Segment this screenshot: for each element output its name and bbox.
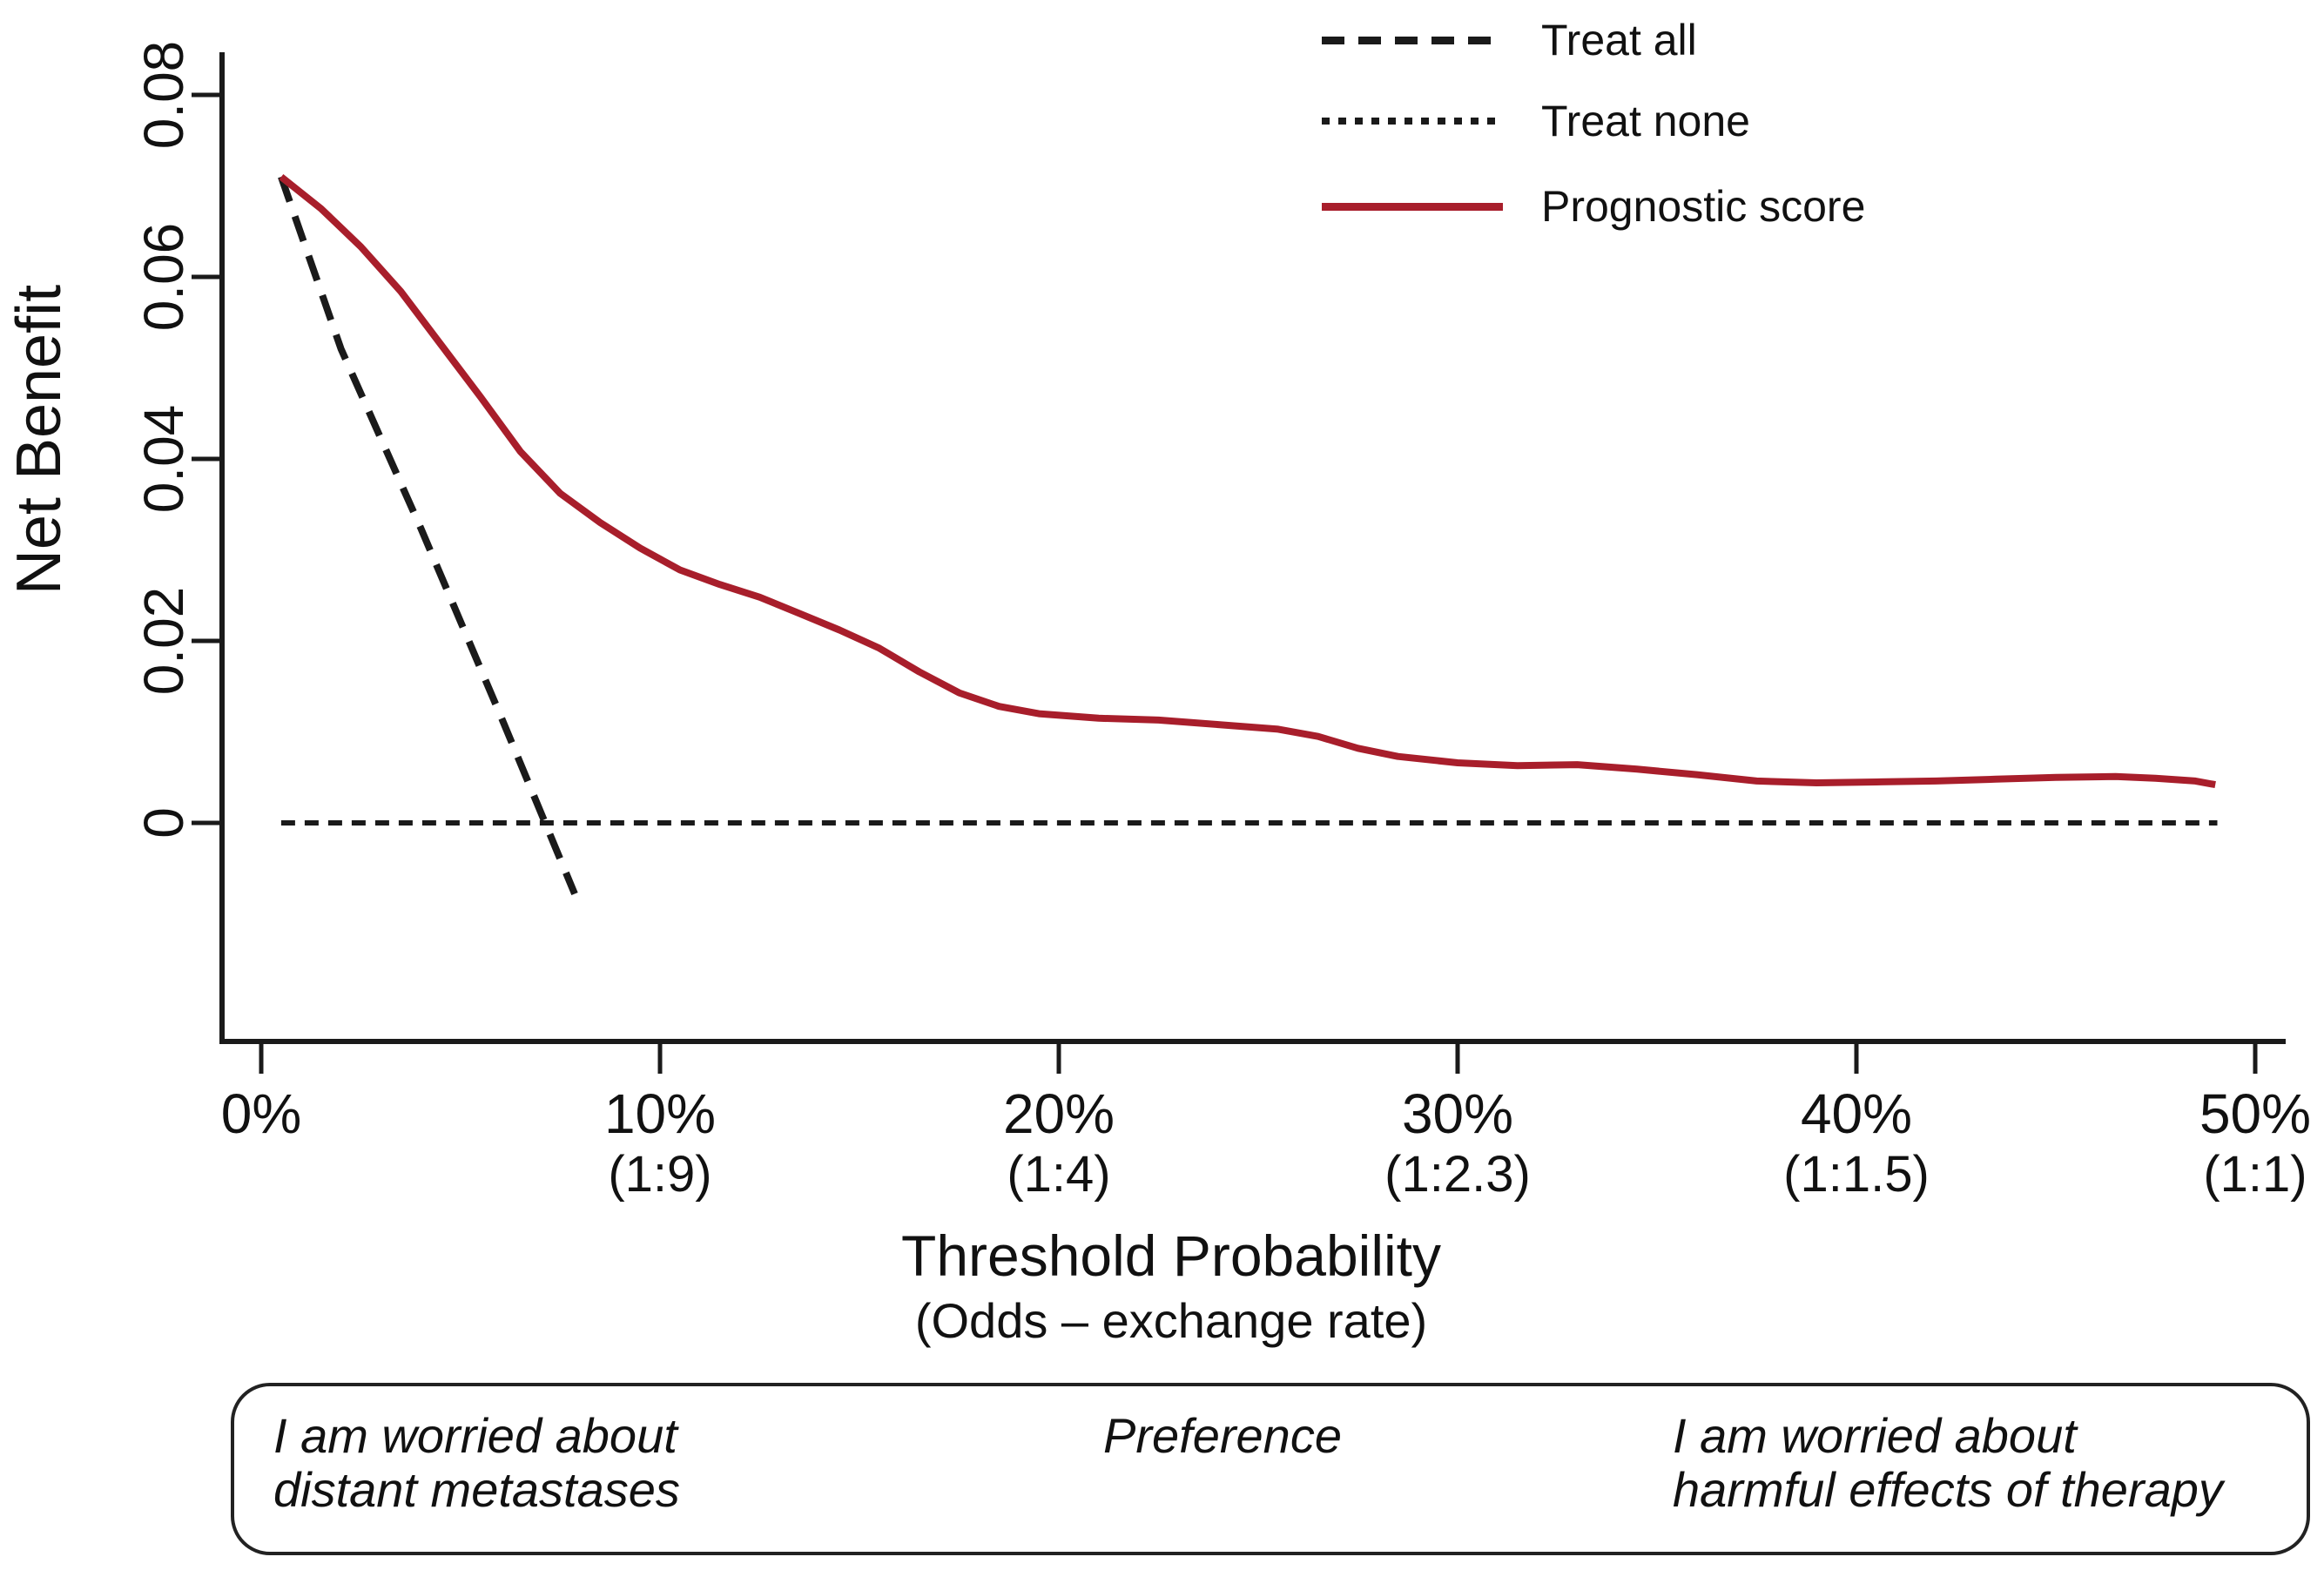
x-tick: 40% (1:1.5): [1743, 1082, 1970, 1203]
dashed-line-sample-icon: [1322, 36, 1503, 44]
series-treat-all: [278, 175, 578, 896]
x-tick-sublabel: (1:9): [608, 1146, 712, 1203]
legend-item-prognostic-score: Prognostic score: [1322, 180, 1865, 233]
solid-line-sample-icon: [1322, 202, 1503, 211]
x-tick-sublabel: (1:2.3): [1384, 1146, 1531, 1203]
x-tick-sublabel: (1:1): [2203, 1146, 2307, 1203]
legend-item-treat-none: Treat none: [1322, 95, 1750, 147]
annotation-left-line1: I am worried about: [273, 1408, 677, 1463]
annotation-right: I am worried about harmful effects of th…: [1673, 1409, 2223, 1517]
x-tick-label: 10%: [603, 1082, 717, 1145]
annotation-left-line2: distant metastases: [273, 1462, 680, 1517]
annotation-left: I am worried about distant metastases: [273, 1409, 680, 1517]
y-tick-label: 0: [132, 807, 195, 839]
x-tick: 10% (1:9): [547, 1082, 773, 1203]
y-tick-label: 0.02: [132, 586, 195, 696]
x-tick-label: 20%: [1002, 1082, 1115, 1145]
x-tick: 50% (1:1): [2142, 1082, 2324, 1203]
dotted-line-sample-icon: [1322, 118, 1503, 125]
x-tick-label: 40%: [1800, 1082, 1913, 1145]
legend-item-treat-all: Treat all: [1322, 14, 1697, 66]
legend-label: Treat none: [1541, 97, 1750, 145]
x-tick-sublabel: (1:4): [1007, 1146, 1111, 1203]
y-tick-label: 0.06: [132, 222, 195, 332]
preference-annotation-box: I am worried about distant metastases Pr…: [231, 1383, 2310, 1555]
x-tick-sublabel: (1:1.5): [1783, 1146, 1930, 1203]
annotation-right-line2: harmful effects of therapy: [1673, 1462, 2223, 1517]
x-tick-label: 30%: [1401, 1082, 1514, 1145]
x-tick: 20% (1:4): [946, 1082, 1172, 1203]
legend-label: Prognostic score: [1541, 182, 1866, 231]
x-tick: 30% (1:2.3): [1344, 1082, 1571, 1203]
x-axis-subtitle: (Odds – exchange rate): [914, 1293, 1428, 1348]
y-tick-label: 0.04: [132, 404, 195, 514]
x-axis-title: Threshold Probability: [901, 1223, 1441, 1288]
y-axis-title: Net Benefit: [4, 284, 74, 596]
x-tick-label: 50%: [2199, 1082, 2312, 1145]
annotation-center: Preference: [1103, 1408, 1342, 1463]
annotation-right-line1: I am worried about: [1673, 1408, 2077, 1463]
x-tick-label: 0%: [220, 1082, 302, 1145]
x-tick: 0%: [148, 1082, 374, 1146]
series-prognostic-score: [279, 173, 2216, 789]
axis-lines: [219, 52, 2286, 1044]
legend-label: Treat all: [1541, 16, 1697, 64]
y-tick-label: 0.08: [132, 40, 195, 150]
